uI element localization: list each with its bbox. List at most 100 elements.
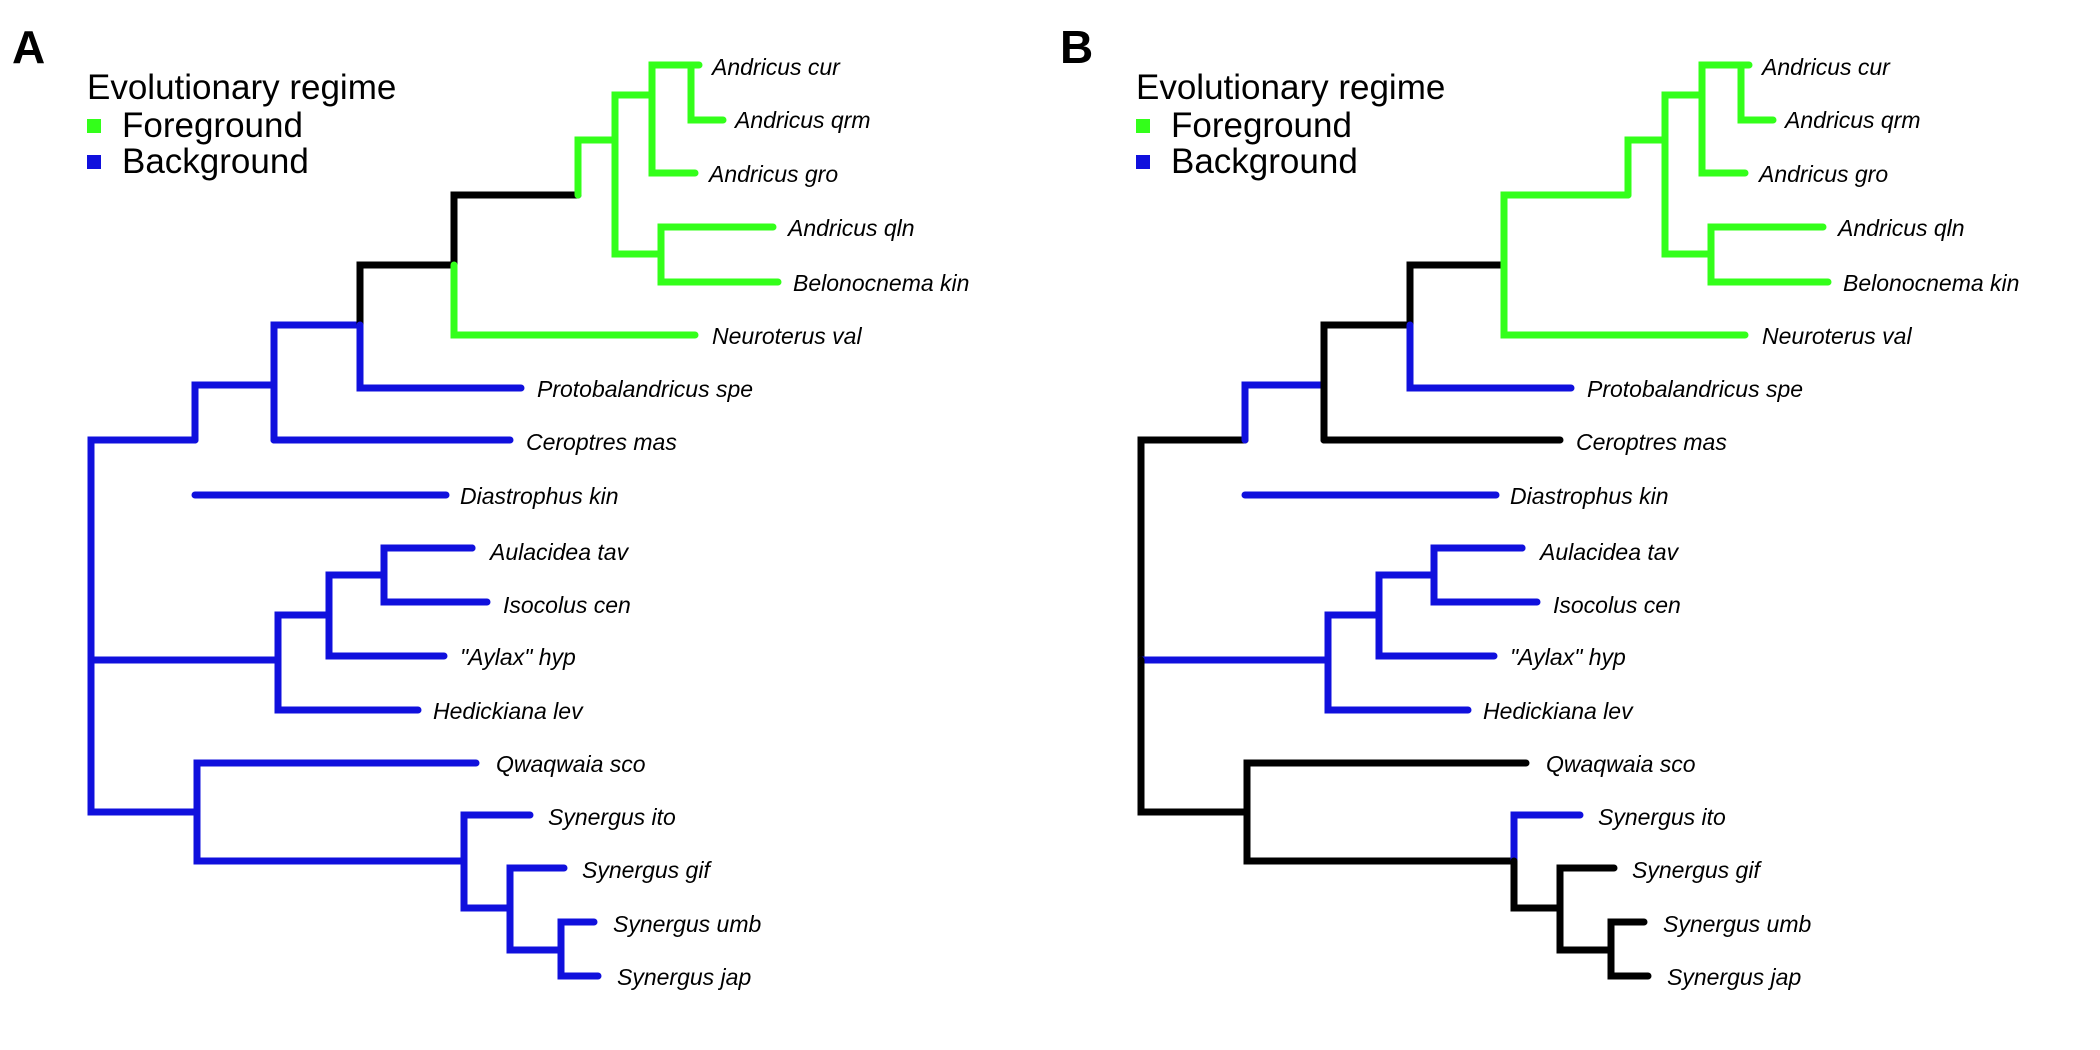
branch-to-aulacidea-split (1430, 544, 1526, 579)
tip-label: Andricus cur (710, 54, 841, 80)
branch-aylax-hyp-tip (1375, 611, 1498, 660)
tip-label: Synergus jap (617, 964, 751, 990)
branch-synergus-gif-tip (506, 864, 568, 912)
branch-isocolus-cen-tip (1430, 571, 1541, 606)
panel-letter: B (1060, 21, 1094, 73)
branch-root-to-lower-clade (87, 656, 201, 816)
tip-label: Synergus umb (613, 911, 762, 937)
tip-label: Andricus cur (1760, 54, 1891, 80)
legend-swatch-foreground (87, 119, 101, 133)
branch-to-synergus-clade (193, 808, 468, 865)
tip-label: Qwaqwaia sco (496, 751, 646, 777)
branch-to-aulacidea-split (380, 544, 476, 579)
branch-synergus-jap-tip (557, 946, 602, 980)
legend-item-background: Background (1136, 144, 1445, 180)
panel-b: B Evolutionary regime Foreground Backgro… (1050, 0, 2100, 1050)
branch-to-oak-gall-clade (450, 191, 582, 269)
branch-root-to-lower-clade (1137, 656, 1251, 816)
branch-protobalandricus-spe-tip (356, 321, 525, 392)
legend-label: Foreground (1171, 106, 1352, 145)
branch-to-protobalandricus-split (356, 261, 458, 329)
branch-hedickiana-lev-tip (1324, 656, 1472, 714)
legend-label: Background (1171, 142, 1358, 181)
tip-label: Synergus ito (1598, 804, 1726, 830)
tip-label: Hedickiana lev (1483, 698, 1634, 724)
tip-label: Protobalandricus spe (1587, 376, 1803, 402)
tip-label: Ceroptres mas (526, 429, 677, 455)
branch-aylax-hyp-tip (325, 611, 448, 660)
branch-andricus-gro-tip (1698, 91, 1749, 177)
legend-item-background: Background (87, 144, 396, 180)
branch-qwaqwaia-sco-tip (1243, 759, 1530, 816)
legend-title: Evolutionary regime (87, 68, 397, 107)
branch-synergus-umb-tip (557, 918, 598, 954)
branch-to-andricus-clade (1624, 136, 1669, 199)
branch-andricus-gro-tip (648, 91, 699, 177)
branch-synergus-gif-tip (1556, 864, 1618, 912)
tip-label: Aulacidea tav (488, 539, 630, 565)
branch-neuroterus-val-tip (450, 261, 699, 339)
tip-label: Andricus qln (786, 215, 915, 241)
branch-isocolus-cen-tip (380, 571, 491, 606)
tip-label: Diastrophus kin (460, 483, 619, 509)
tip-label: Neuroterus val (1762, 323, 1912, 349)
branch-to-oak-gall-clade (1500, 191, 1632, 269)
branch-andricus-qrm-tip (687, 61, 727, 124)
branch-qwaqwaia-sco-tip (193, 759, 480, 816)
branch-belonocnema-kin-tip (657, 250, 782, 286)
branch-to-aylax-split (325, 571, 388, 619)
tip-label: Synergus gif (582, 857, 712, 883)
branch-to-synergus-clade (1243, 808, 1518, 865)
branch-to-synergus-umb-split (1556, 904, 1615, 954)
branch-synergus-umb-tip (1607, 918, 1648, 954)
phylogenetic-tree: Andricus cur Andricus qrm Andricus gro Andr… (87, 54, 969, 990)
legend-item-foreground: Foreground (87, 108, 396, 144)
branch-root-to-upper-clade (87, 436, 199, 664)
tip-label: Hedickiana lev (433, 698, 584, 724)
branch-to-ceroptres-split (1320, 321, 1414, 444)
legend-swatch-background (1136, 155, 1150, 169)
tip-label: "Aylax" hyp (460, 644, 576, 670)
branch-belonocnema-kin-tip (1707, 250, 1832, 286)
legend-title: Evolutionary regime (1136, 68, 1446, 107)
tip-label: Diastrophus kin (1510, 483, 1669, 509)
legend-swatch-background (87, 155, 101, 169)
tip-label: Belonocnema kin (793, 270, 969, 296)
tip-label: "Aylax" hyp (1510, 644, 1626, 670)
branch-upper-clade-to-diastrophus-split (191, 381, 278, 444)
branch-to-andricus-main (611, 91, 656, 144)
branch-synergus-jap-tip (1607, 946, 1652, 980)
branch-to-andricus-cur-split (1698, 61, 1745, 99)
branch-to-protobalandricus-split (1406, 261, 1508, 329)
branch-to-synergus-gif-split (460, 857, 514, 912)
tip-label: Aulacidea tav (1538, 539, 1680, 565)
legend: Evolutionary regime Foreground Backgroun… (87, 68, 396, 180)
panel-letter: A (12, 21, 46, 73)
branch-synergus-ito-tip (1510, 811, 1584, 865)
branch-to-synergus-umb-split (506, 904, 565, 954)
tip-label: Isocolus cen (1553, 592, 1681, 618)
branch-upper-clade-to-diastrophus-split (1241, 381, 1328, 444)
tip-label: Andricus gro (1757, 161, 1888, 187)
branch-to-hedickiana-split (1324, 611, 1383, 664)
branch-to-andricus-clade (574, 136, 619, 199)
tip-label: Synergus ito (548, 804, 676, 830)
tip-label: Andricus gro (707, 161, 838, 187)
tip-label: Andricus qrm (733, 107, 870, 133)
tip-label: Synergus umb (1663, 911, 1812, 937)
tip-label: Belonocnema kin (1843, 270, 2019, 296)
branch-to-andricus-main (1661, 91, 1706, 144)
branch-andricus-qln-tip (657, 223, 777, 258)
legend-item-foreground: Foreground (1136, 108, 1445, 144)
legend: Evolutionary regime Foreground Backgroun… (1136, 68, 1445, 180)
tip-label: Ceroptres mas (1576, 429, 1727, 455)
tip-label: Neuroterus val (712, 323, 862, 349)
tip-label: Andricus qln (1836, 215, 1965, 241)
phylogenetic-tree: Andricus cur Andricus qrm Andricus gro Andr… (1137, 54, 2019, 990)
tip-label: Synergus jap (1667, 964, 1801, 990)
tip-label: Qwaqwaia sco (1546, 751, 1696, 777)
branch-to-andricus-cur-split (648, 61, 695, 99)
branch-root-to-upper-clade (1137, 436, 1249, 664)
branch-protobalandricus-spe-tip (1406, 321, 1575, 392)
